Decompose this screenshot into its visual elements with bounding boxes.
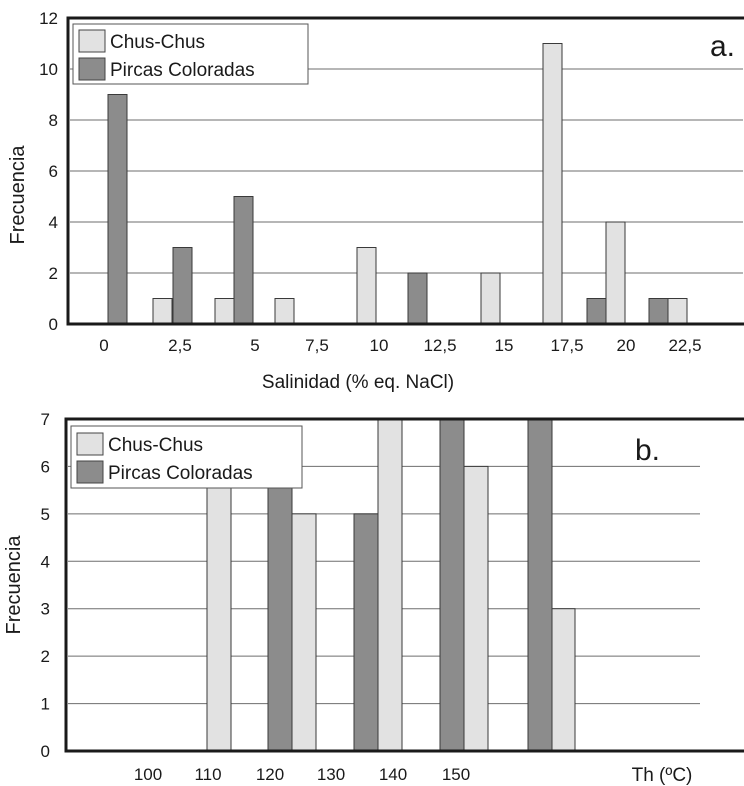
x-tick-label-140: 140 [379,765,407,784]
panel-b-legend-swatch-pircas-coloradas [76,460,104,484]
bar-chus-chus-17-5 [542,43,563,325]
bar-chus-chus-10 [356,247,377,325]
bar-pircas-coloradas-2-5 [172,247,193,325]
panel-a-x-axis-label: Salinidad (% eq. NaCl) [262,372,454,393]
panel-b-legend-swatch-chus-chus [76,432,104,456]
y-tick-label-1: 1 [41,695,50,714]
bar-pircas-coloradas-145 [527,418,553,752]
panel-b-panel-label: b. [635,434,660,467]
panel-b-plot-frame [64,417,744,753]
y-tick-label-4: 4 [41,552,50,571]
x-tick-label-120: 120 [256,765,284,784]
bar-pircas-coloradas-5 [233,196,254,325]
panel-a-y-tick-labels: 0 2 4 6 8 10 12 [39,9,58,334]
bar-chus-chus-125 [377,418,403,752]
y-tick-label-10: 10 [39,60,58,79]
panel-a-panel-label: a. [710,30,735,63]
x-tick-label-130: 130 [317,765,345,784]
y-tick-label-3: 3 [41,600,50,619]
y-tick-label-2: 2 [41,647,50,666]
x-tick-label-150: 150 [442,765,470,784]
y-tick-label-6: 6 [41,457,50,476]
bar-pircas-coloradas-115 [267,465,293,752]
x-tick-label-17-5: 17,5 [550,336,583,355]
bar-chus-chus-145 [550,608,576,752]
panel-b-temperature-histogram: 0 1 2 3 4 5 6 7 100 110 120 130 140 150 Frecuencia T… [3,410,744,786]
x-tick-label-22-5: 22,5 [668,336,701,355]
x-tick-label-10: 10 [370,336,389,355]
panel-b-x-tick-labels: 100 110 120 130 140 150 [134,765,470,784]
panel-a-legend-swatch-chus-chus [78,29,106,53]
y-tick-label-6: 6 [49,162,58,181]
bar-pircas-coloradas-12-5 [407,272,428,325]
panel-b-bars [206,418,576,752]
x-tick-label-15: 15 [495,336,514,355]
bar-pircas-coloradas-125 [353,513,379,752]
bar-chus-chus-105 [206,465,232,752]
y-tick-label-8: 8 [49,111,58,130]
panel-a-plot-frame [66,16,744,326]
bar-pircas-coloradas-22-5 [648,298,669,325]
bar-chus-chus-5 [214,298,235,325]
y-tick-label-5: 5 [41,505,50,524]
bar-pircas-coloradas-135 [439,418,465,752]
x-tick-label-7-5: 7,5 [305,336,329,355]
bar-pircas-coloradas-20 [586,298,607,325]
bar-pircas-coloradas-0 [107,94,128,325]
bar-chus-chus-135 [463,465,489,752]
panel-b-legend-label-pircas-coloradas: Pircas Coloradas [108,463,253,484]
bar-chus-chus-15 [480,272,501,325]
y-tick-label-0: 0 [41,742,50,761]
x-tick-label-100: 100 [134,765,162,784]
panel-a-legend-swatch-pircas-coloradas [78,57,106,81]
x-tick-label-5: 5 [250,336,259,355]
x-tick-label-110: 110 [194,765,221,784]
y-tick-label-2: 2 [49,264,58,283]
bar-chus-chus-22-5 [667,298,688,325]
panel-a-gridlines [70,68,743,274]
x-tick-label-2-5: 2,5 [168,336,192,355]
x-tick-label-0: 0 [99,336,108,355]
panel-a-y-axis-label: Frecuencia [7,145,29,245]
panel-b-y-tick-labels: 0 1 2 3 4 5 6 7 [41,410,50,761]
y-tick-label-7: 7 [41,410,50,429]
bar-chus-chus-20 [605,221,626,325]
panel-a-x-tick-labels: 0 2,5 5 7,5 10 12,5 15 17,5 20 22,5 [99,336,701,355]
y-tick-label-12: 12 [39,9,58,28]
y-tick-label-4: 4 [49,213,58,232]
panel-a-legend-label-chus-chus: Chus-Chus [110,32,205,53]
panel-b-legend-box [70,425,303,489]
panel-b-y-axis-label: Frecuencia [3,535,25,635]
panel-a-legend-label-pircas-coloradas: Pircas Coloradas [110,60,255,81]
bar-chus-chus-115 [291,513,317,752]
panel-a-legend-box [72,23,309,85]
x-tick-label-12-5: 12,5 [423,336,456,355]
panel-a-bars [107,43,688,325]
bar-chus-chus-2-5 [152,298,173,325]
bar-chus-chus-7-5 [274,298,295,325]
panel-b-x-axis-label: Th (ºC) [632,765,693,786]
panel-a-legend: Chus-Chus Pircas Coloradas [72,23,309,85]
panel-b-legend-label-chus-chus: Chus-Chus [108,435,203,456]
x-tick-label-20: 20 [617,336,636,355]
panel-a-salinity-histogram: 0 2 4 6 8 10 12 0 2,5 5 7,5 10 12,5 15 17,5 20 22,5 Fre… [7,9,744,393]
panel-b-legend: Chus-Chus Pircas Coloradas [70,425,303,489]
y-tick-label-0: 0 [49,315,58,334]
